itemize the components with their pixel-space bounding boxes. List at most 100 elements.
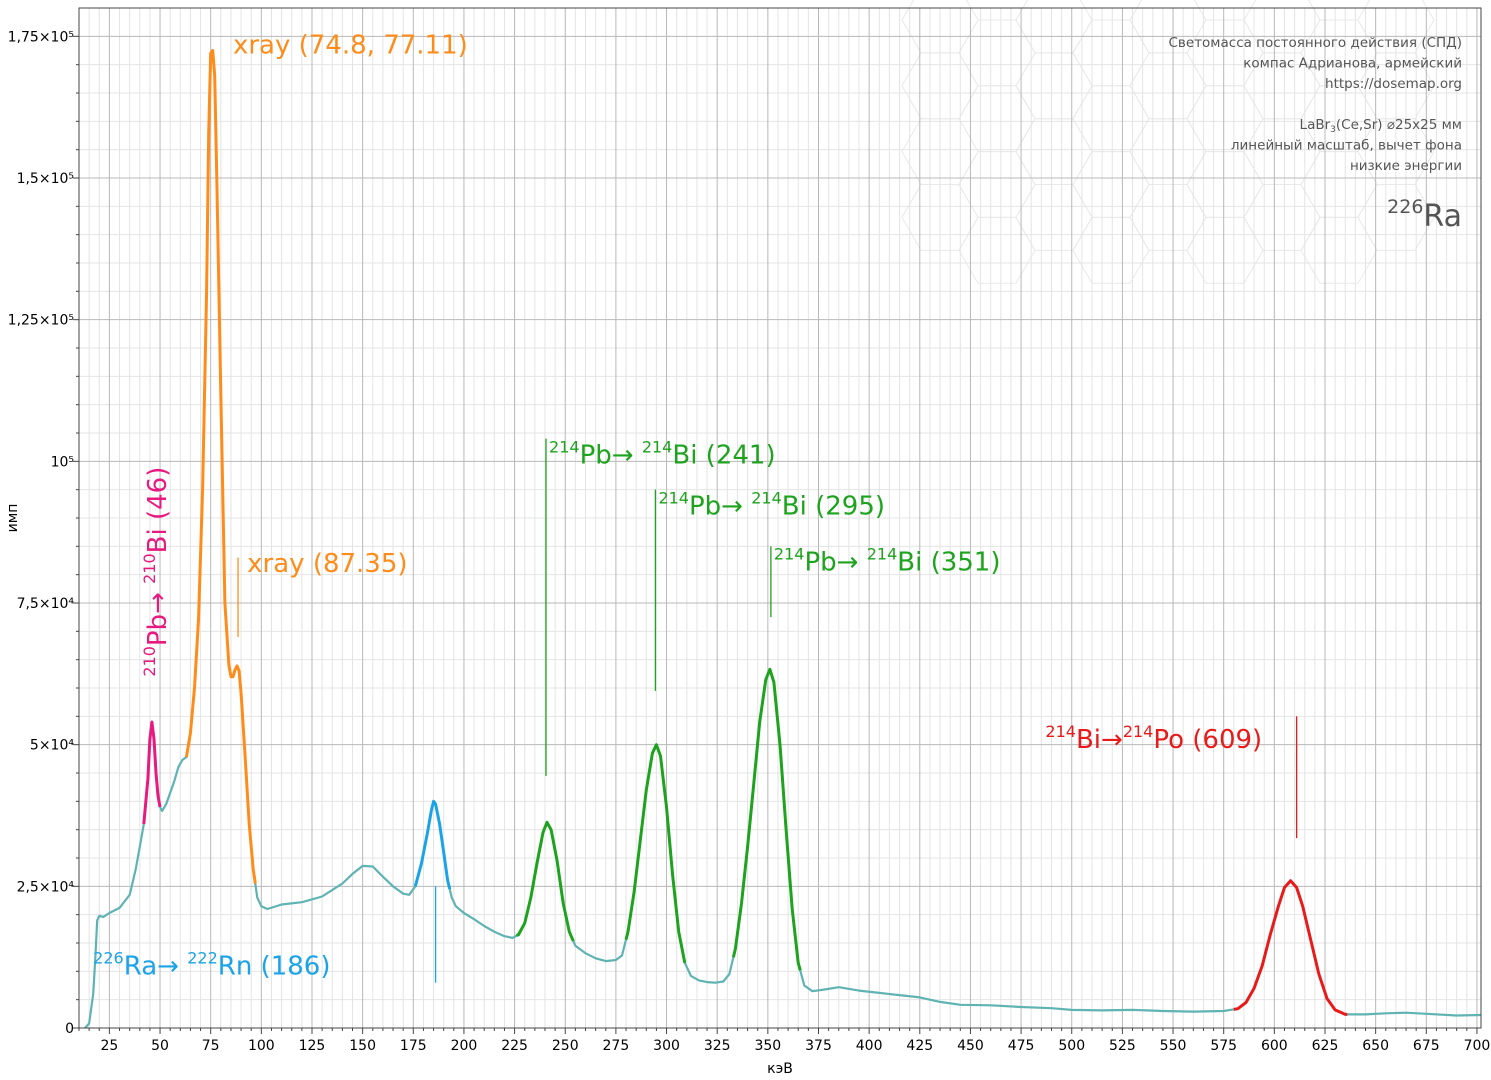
x-tick-label: 50 <box>151 1038 169 1054</box>
annotation-labels: 210Pb→ 210Bi (46)xray (74.8, 77.11)xray … <box>93 30 1262 981</box>
minor-grid <box>78 8 1481 1028</box>
peak-highlight <box>184 49 257 884</box>
info-line: Светомасса постоянного действия (СПД) <box>1169 35 1463 51</box>
x-tick-label: 700 <box>1464 1038 1491 1054</box>
annotation-label-pb210-part: 210 <box>140 553 159 584</box>
info-line: линейный масштаб, вычет фона <box>1231 138 1462 154</box>
annotation-label-bi214-part: 214 <box>1123 722 1154 741</box>
annotation-label-pb214c-part: Bi (351) <box>897 548 1000 578</box>
annotation-label-pb214a-part: 214 <box>642 438 673 457</box>
annotation-label-pb214b-part: Pb→ <box>689 492 751 522</box>
y-tick-label: 0 <box>65 1021 74 1037</box>
y-tick-label: 1,75×10⁵ <box>8 29 74 45</box>
annotation-label-bi214-part: 214 <box>1045 722 1076 741</box>
info-line-part: компас Адрианова, армейский <box>1243 56 1462 72</box>
annotation-label-bi214-part: Po (609) <box>1153 725 1262 755</box>
y-tick-label: 10⁵ <box>51 454 74 470</box>
watermark-hexagon <box>1015 118 1093 185</box>
annotation-label-xray2: xray (87.35) <box>247 549 407 579</box>
annotation-label-bi214-part: Bi→ <box>1076 725 1123 755</box>
annotation-label-xray1: xray (74.8, 77.11) <box>233 30 468 60</box>
annotation-label-ra226-part: Rn (186) <box>218 952 331 982</box>
spectrum-line <box>84 49 1482 1029</box>
annotation-label-pb214b: 214Pb→ 214Bi (295) <box>658 489 885 522</box>
annotation-label-xray2-part: xray (87.35) <box>247 549 407 579</box>
annotation-label-pb210-part: 210 <box>140 646 159 677</box>
annotation-label-ra226-part: 226 <box>93 949 124 968</box>
annotation-label-xray1-part: xray (74.8, 77.11) <box>233 30 468 60</box>
x-tick-label: 300 <box>653 1038 680 1054</box>
watermark-hexagon <box>1186 19 1264 87</box>
y-axis-label: имп <box>5 504 21 533</box>
peak-highlight <box>413 799 452 890</box>
annotation-label-ra226-part: Ra→ <box>124 952 187 982</box>
info-line-part: https://dosemap.org <box>1325 76 1462 92</box>
watermark-hexagon <box>1072 216 1150 284</box>
watermark-hexagon <box>1129 52 1207 120</box>
x-tick-label: 350 <box>754 1038 781 1054</box>
x-tick-label: 325 <box>704 1038 731 1054</box>
annotation-label-ra226-part: 222 <box>187 949 218 968</box>
info-line-part: Светомасса постоянного действия (СПД) <box>1169 35 1463 51</box>
x-tick-label: 125 <box>299 1038 326 1054</box>
annotation-label-pb210-part: Bi (46) <box>143 467 173 554</box>
x-tick-label: 450 <box>957 1038 984 1054</box>
peak-highlight <box>731 667 802 971</box>
annotation-label-pb210: 210Pb→ 210Bi (46) <box>140 467 173 677</box>
isotope-label: 226Ra <box>1387 196 1462 234</box>
x-tick-label: 525 <box>1109 1038 1136 1054</box>
annotation-label-pb214c-part: 214 <box>774 545 805 564</box>
y-tick-label: 7,5×10⁴ <box>17 596 75 612</box>
annotation-label-pb214a-part: 214 <box>549 438 580 457</box>
watermark-hexagon <box>1186 151 1264 218</box>
watermark-hexagon <box>1072 151 1150 218</box>
x-tick-label: 150 <box>349 1038 376 1054</box>
watermark-hexagon <box>1129 184 1207 251</box>
major-grid <box>79 8 1481 1028</box>
watermark-hexagon <box>1015 184 1093 251</box>
watermark-hexagon <box>1072 85 1150 153</box>
x-tick-label: 425 <box>906 1038 933 1054</box>
y-tick-label: 1,5×10⁵ <box>17 171 74 187</box>
x-tick-label: 25 <box>100 1038 118 1054</box>
peak-highlight <box>624 743 687 964</box>
watermark-hexagon <box>1357 184 1435 251</box>
isotope-label-part: 226 <box>1387 196 1423 218</box>
annotation-label-pb214c-part: Pb→ <box>804 548 866 578</box>
watermark-hexagon <box>1129 118 1207 185</box>
x-tick-label: 625 <box>1312 1038 1339 1054</box>
watermark-hexagon <box>1186 216 1264 284</box>
x-axis-ticks: 25 50 75 100 125 150 175 200 225 250 275 300 325 350 3… <box>78 1028 1491 1054</box>
x-tick-label: 250 <box>552 1038 579 1054</box>
x-tick-label: 225 <box>501 1038 528 1054</box>
watermark-hexagon <box>1015 52 1093 120</box>
isotope-label-part: Ra <box>1423 199 1462 234</box>
y-tick-label: 5×10⁴ <box>30 738 74 754</box>
x-tick-label: 200 <box>451 1038 478 1054</box>
x-axis-label: кэВ <box>767 1061 793 1077</box>
info-line-part: линейный масштаб, вычет фона <box>1231 138 1462 154</box>
info-line: низкие энергии <box>1350 158 1462 174</box>
x-tick-label: 375 <box>805 1038 832 1054</box>
info-box: Светомасса постоянного действия (СПД) ком… <box>1169 35 1463 234</box>
watermark-hexagon <box>1072 19 1150 87</box>
info-line-part: (Ce,Sr) ⌀25x25 мм <box>1336 117 1462 133</box>
info-line: компас Адрианова, армейский <box>1243 56 1462 72</box>
x-tick-label: 175 <box>400 1038 427 1054</box>
peak-highlight <box>142 720 162 825</box>
x-tick-label: 500 <box>1058 1038 1085 1054</box>
x-tick-label: 475 <box>1008 1038 1035 1054</box>
y-tick-label: 1,25×10⁵ <box>8 313 74 329</box>
annotation-label-bi214: 214Bi→214Po (609) <box>1045 722 1262 755</box>
annotation-label-pb214b-part: Bi (295) <box>782 492 885 522</box>
annotation-label-pb214a: 214Pb→ 214Bi (241) <box>549 438 776 471</box>
x-tick-label: 675 <box>1413 1038 1440 1054</box>
info-line: https://dosemap.org <box>1325 76 1462 92</box>
annotation-label-pb214a-part: Bi (241) <box>672 441 775 471</box>
annotation-label-pb214b-part: 214 <box>658 489 689 508</box>
peak-highlight <box>515 820 575 942</box>
x-tick-label: 600 <box>1261 1038 1288 1054</box>
annotation-label-ra226: 226Ra→ 222Rn (186) <box>93 949 330 982</box>
y-tick-label: 2,5×10⁴ <box>17 879 75 895</box>
